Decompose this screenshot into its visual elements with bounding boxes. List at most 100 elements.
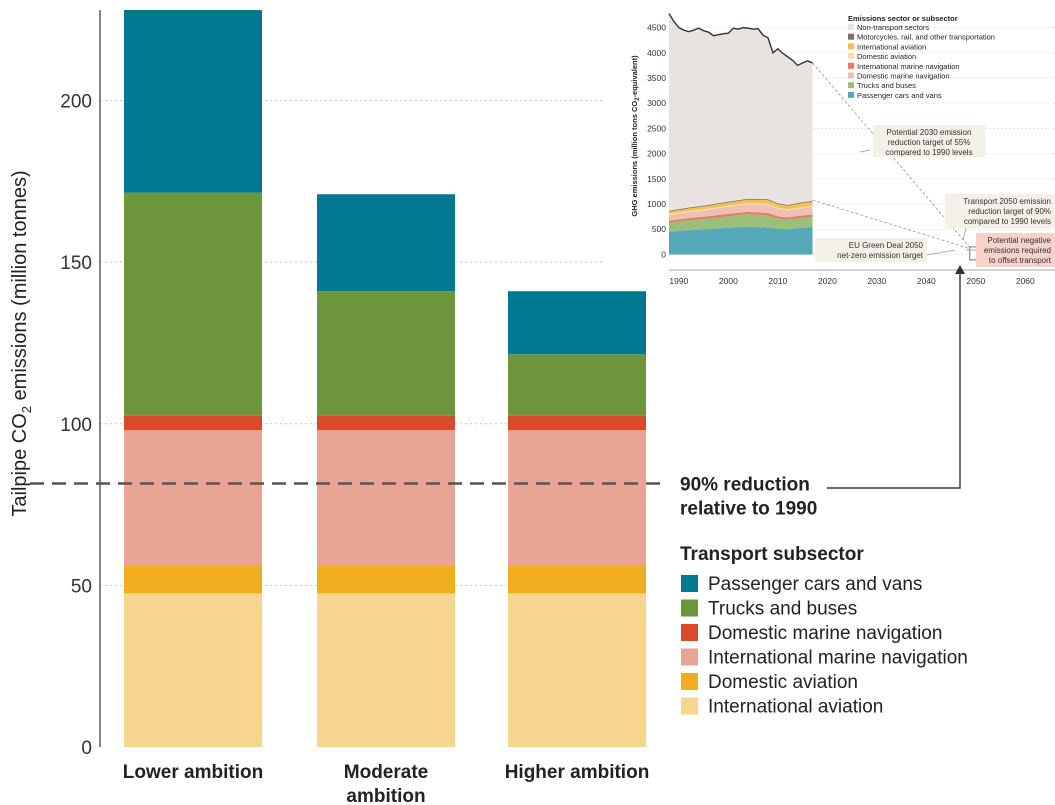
inset-x-tick-label: 2050 <box>966 276 985 286</box>
inset-y-axis-label: GHG emissions (million tons CO2-equivale… <box>630 55 641 217</box>
inset-y-tick-label: 1000 <box>647 199 666 209</box>
inset-annotation-text: compared to 1990 levels <box>964 217 1051 226</box>
legend-swatch <box>681 673 698 690</box>
inset-legend-swatch <box>848 62 854 69</box>
inset-trajectory-line <box>812 199 976 251</box>
inset-annotation-text: emissions required <box>984 246 1051 255</box>
legend-label: Trucks and buses <box>708 599 857 620</box>
inset-x-tick-label: 2020 <box>818 276 837 286</box>
bar-segment <box>317 415 455 431</box>
inset-legend-swatch <box>848 82 854 89</box>
x-category-label: ambition <box>346 786 425 805</box>
inset-legend-swatch <box>848 24 854 30</box>
connector-arrowhead <box>955 265 965 274</box>
reference-label: relative to 1990 <box>680 499 817 520</box>
inset-legend-label: International marine navigation <box>857 62 960 71</box>
bar-segment <box>317 430 455 566</box>
inset-area-segment <box>669 211 813 223</box>
bar-segment <box>317 194 455 292</box>
inset-y-tick-label: 3000 <box>647 98 666 108</box>
legend-label: Passenger cars and vans <box>708 574 922 595</box>
inset-legend-swatch <box>848 43 854 50</box>
inset-x-tick-label: 1990 <box>669 276 688 286</box>
bar-segment <box>508 291 646 355</box>
inset-legend-label: Motorcycles, rail, and other transportat… <box>857 33 995 42</box>
inset-legend-swatch <box>848 91 854 98</box>
inset-annotation-text: reduction target of 90% <box>968 207 1051 216</box>
bar-segment <box>317 565 455 594</box>
inset-area-segment <box>669 204 813 221</box>
bar-segment <box>317 593 455 747</box>
bar-segment <box>508 415 646 431</box>
inset-y-tick-label: 2500 <box>647 123 666 133</box>
bar-segment <box>124 10 262 193</box>
inset-area-segment <box>669 203 813 216</box>
inset-y-tick-label: 2000 <box>647 149 666 159</box>
inset-annotation-text: Potential 2030 emission <box>887 128 972 137</box>
inset-legend-label: Domestic marine navigation <box>857 72 950 81</box>
legend-label: International marine navigation <box>708 648 968 669</box>
inset-y-tick-label: 500 <box>652 224 666 234</box>
y-tick-label: 50 <box>71 576 92 597</box>
inset-legend-label: Non-transport sectors <box>857 23 929 32</box>
inset-annotation-text: EU Green Deal 2050 <box>849 241 924 250</box>
legend-label: International aviation <box>708 697 883 718</box>
inset-annotation-text: compared to 1990 levels <box>885 148 972 157</box>
inset-annotation-text: to offset transport <box>989 256 1052 265</box>
inset-y-tick-label: 0 <box>661 249 666 259</box>
legend-swatch <box>681 575 698 592</box>
inset-area-segment <box>669 199 813 214</box>
bar-segment <box>508 565 646 594</box>
x-category-label: Lower ambition <box>123 762 263 783</box>
bar-segment <box>508 354 646 416</box>
bar-segment <box>124 593 262 747</box>
inset-chart: 0 500 1000 1500 2000 2500 3000 3500 4000 4500 1990… <box>630 13 1055 286</box>
inset-legend-swatch <box>848 53 854 60</box>
inset-legend-label: Domestic aviation <box>857 52 916 61</box>
inset-x-tick-label: 2000 <box>719 276 738 286</box>
bar-segment <box>124 565 262 594</box>
inset-x-tick-label: 2060 <box>1016 276 1035 286</box>
inset-leader-line <box>859 149 871 153</box>
y-tick-label: 100 <box>60 415 92 436</box>
inset-leader-line <box>962 227 967 241</box>
y-tick-label: 150 <box>60 253 92 274</box>
inset-leader-line <box>926 249 956 256</box>
inset-y-tick-label: 4500 <box>647 23 666 33</box>
legend-swatch <box>681 599 698 617</box>
inset-trajectory-line <box>812 62 977 255</box>
bar-stacks <box>124 10 646 747</box>
inset-legend-label: International aviation <box>857 42 926 51</box>
inset-x-tick-label: 2030 <box>867 276 886 286</box>
inset-y-tick-label: 1500 <box>647 174 666 184</box>
bar-segment <box>508 430 646 566</box>
inset-annotation-box <box>873 125 985 157</box>
inset-x-tick-label: 2010 <box>768 276 787 286</box>
inset-x-tick-label: 2040 <box>917 276 936 286</box>
x-category-label: Moderate <box>344 762 428 783</box>
inset-area-segment <box>669 214 813 232</box>
legend-title: Transport subsector <box>680 544 864 565</box>
connector-line <box>827 272 961 489</box>
inset-total-line <box>668 13 813 67</box>
bar-segment <box>317 291 455 416</box>
inset-area-non-transport <box>669 13 813 255</box>
inset-legend-swatch <box>848 33 854 40</box>
inset-annotation-text: Potential negative <box>987 236 1051 245</box>
y-tick-label: 200 <box>60 92 92 113</box>
bar-segment <box>124 192 262 416</box>
legend-swatch <box>681 624 698 641</box>
bar-segment <box>124 430 262 566</box>
inset-legend-swatch <box>848 72 854 79</box>
inset-area-segment <box>669 226 813 255</box>
y-axis-label: Tailpipe CO2 emissions (million tonnes) <box>9 170 34 516</box>
inset-y-tick-label: 4000 <box>647 48 666 58</box>
bar-segment <box>124 415 262 431</box>
inset-annotation-text: Transport 2050 emission <box>963 197 1051 206</box>
legend-label: Domestic aviation <box>708 672 858 693</box>
reference-connector <box>827 265 965 489</box>
inset-legend-title: Emissions sector or subsector <box>848 14 958 23</box>
inset-y-tick-label: 3500 <box>647 73 666 83</box>
inset-annotation-text: reduction target of 55% <box>888 138 971 147</box>
